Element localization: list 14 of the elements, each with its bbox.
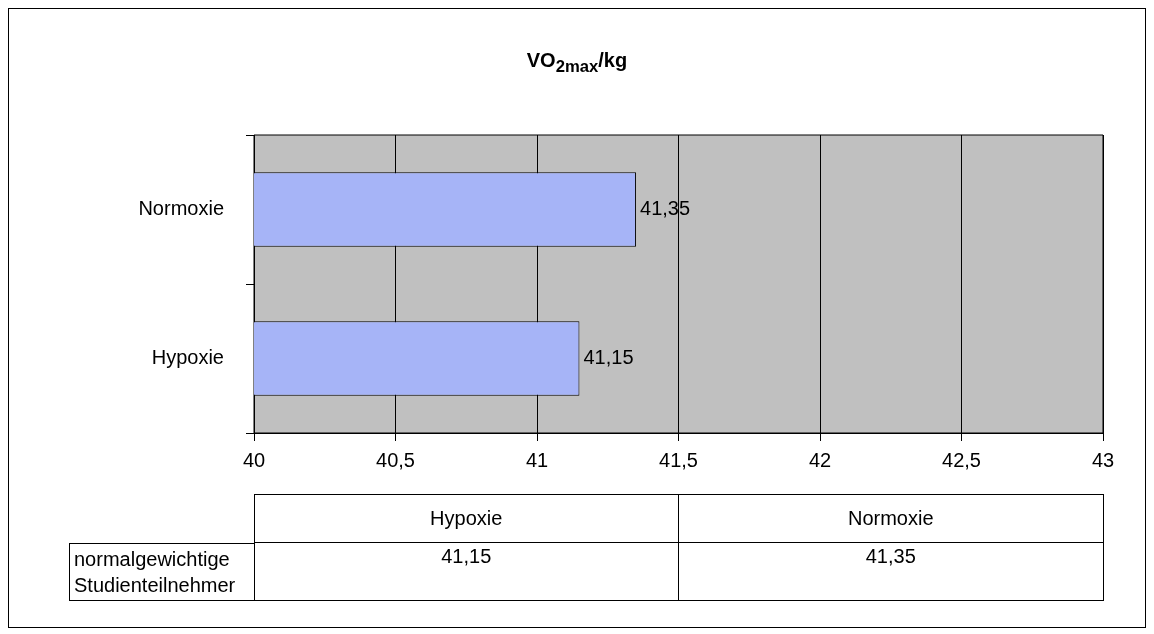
x-tick-label: 41 [525,448,549,471]
data-label: 41,15 [583,346,634,369]
x-tick-label: 42,5 [942,448,981,471]
x-tick-label: 42 [808,448,832,471]
text: 41,15 [441,545,492,567]
category-label: Normoxie [847,507,934,529]
category-label: Hypoxie [430,507,503,529]
x-tick-label: 43 [1091,448,1115,471]
text: normalgewichtige Studienteilnehmer [69,542,254,601]
text: 41,35 [865,545,916,567]
x-tick-label: 40 [242,448,266,471]
x-tick-label: 40,5 [376,448,415,471]
chart-title: VO$_{2max}$/kg [525,48,629,78]
x-tick-label: 41,5 [659,448,698,471]
